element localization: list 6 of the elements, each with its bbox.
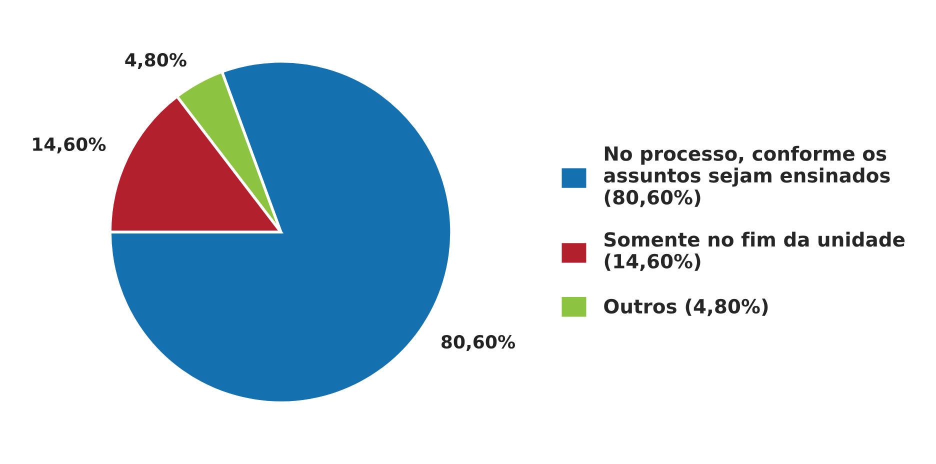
legend-label: Somente no fim da unidade (14,60%) (604, 232, 905, 272)
legend-label: No processo, conforme os assuntos sejam ensinados (80,60%) (604, 146, 890, 208)
data-label: 4,80% (125, 53, 186, 69)
legend-label: Outros (4,80%) (604, 298, 768, 316)
data-label: 80,60% (442, 335, 516, 351)
data-label: 14,60% (33, 137, 106, 154)
